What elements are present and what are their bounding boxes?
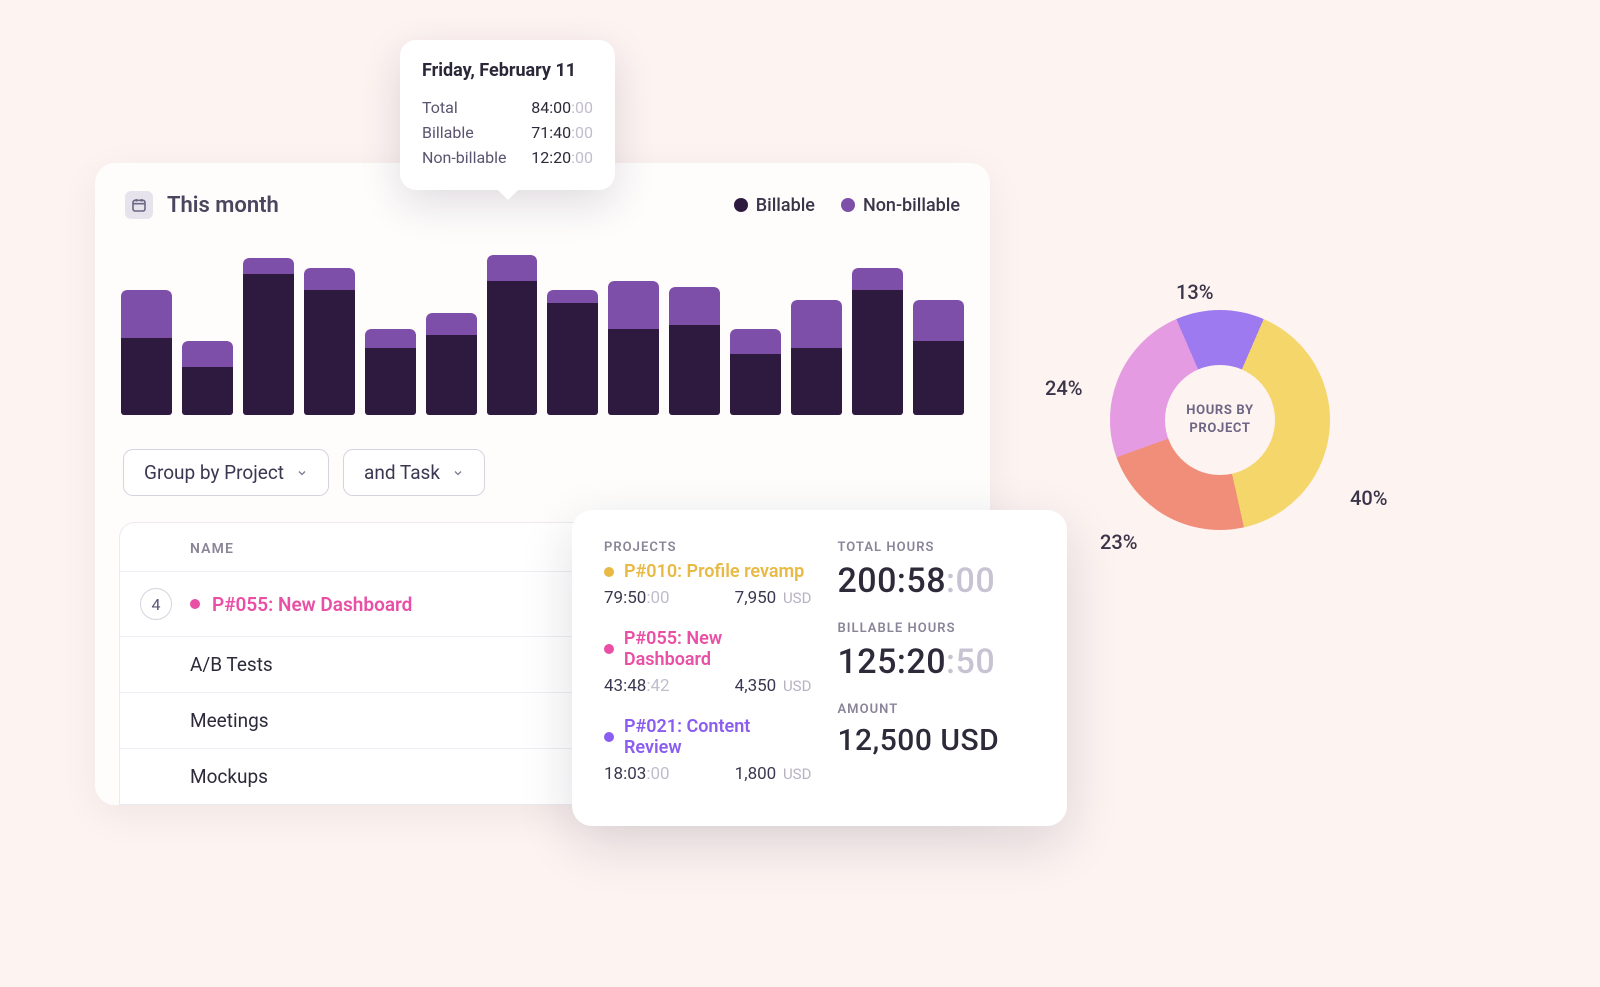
card-header: This month Billable Non-billable (119, 187, 966, 233)
amount-label: AMOUNT (837, 702, 1035, 717)
bar[interactable] (730, 329, 781, 415)
total-hours-value: 200:58:00 (837, 561, 1035, 601)
donut-center-label: HOURS BY PROJECT (1165, 365, 1275, 475)
legend-nonbillable: Non-billable (841, 195, 960, 216)
donut-label-24: 24% (1045, 376, 1082, 400)
select-label: Group by Project (144, 461, 284, 484)
donut-label-13: 13% (1176, 280, 1213, 304)
summary-card: PROJECTS P#010: Profile revamp79:50:007,… (572, 510, 1067, 826)
bar-tooltip: Friday, February 11 Total84:00:00Billabl… (400, 40, 615, 190)
bar[interactable] (547, 290, 598, 415)
project-item[interactable]: P#021: Content Review18:03:001,800 USD (604, 716, 811, 784)
hours-bar-chart (119, 255, 966, 415)
donut-label-40: 40% (1350, 486, 1387, 510)
chevron-down-icon (452, 467, 464, 479)
period-label[interactable]: This month (167, 193, 279, 218)
donut-ring: HOURS BY PROJECT (1110, 310, 1330, 530)
total-hours-label: TOTAL HOURS (837, 540, 1035, 555)
hours-by-project-donut: HOURS BY PROJECT 13% 24% 23% 40% (1060, 290, 1480, 610)
bar[interactable] (243, 258, 294, 415)
calendar-icon (125, 191, 153, 219)
tooltip-row: Billable71:40:00 (422, 120, 593, 145)
bar[interactable] (852, 268, 903, 415)
legend-dot-nonbillable (841, 198, 855, 212)
project-item[interactable]: P#010: Profile revamp79:50:007,950 USD (604, 561, 811, 608)
bar[interactable] (791, 300, 842, 415)
tooltip-row: Non-billable12:20:00 (422, 145, 593, 170)
filter-row: Group by Project and Task (119, 449, 966, 496)
bar[interactable] (365, 329, 416, 415)
and-task-select[interactable]: and Task (343, 449, 485, 496)
bar[interactable] (182, 341, 233, 415)
chevron-down-icon (296, 467, 308, 479)
donut-label-23: 23% (1100, 530, 1137, 554)
project-dot (604, 644, 614, 654)
chart-legend: Billable Non-billable (734, 195, 960, 216)
project-item[interactable]: P#055: New Dashboard43:48:424,350 USD (604, 628, 811, 696)
legend-label: Billable (756, 195, 815, 216)
bar[interactable] (487, 255, 538, 415)
rank-badge: 4 (140, 588, 172, 620)
bar[interactable] (913, 300, 964, 415)
bar[interactable] (426, 313, 477, 415)
bar[interactable] (669, 287, 720, 415)
tooltip-title: Friday, February 11 (422, 60, 593, 81)
legend-billable: Billable (734, 195, 815, 216)
billable-hours-value: 125:20:50 (837, 642, 1035, 682)
amount-value: 12,500 USD (837, 723, 1035, 758)
bar[interactable] (121, 290, 172, 415)
project-dot (604, 732, 614, 742)
projects-label: PROJECTS (604, 540, 811, 555)
legend-dot-billable (734, 198, 748, 212)
legend-label: Non-billable (863, 195, 960, 216)
billable-hours-label: BILLABLE HOURS (837, 621, 1035, 636)
select-label: and Task (364, 461, 440, 484)
bar[interactable] (608, 281, 659, 415)
tooltip-row: Total84:00:00 (422, 95, 593, 120)
project-dot (604, 567, 614, 577)
group-by-select[interactable]: Group by Project (123, 449, 329, 496)
bar[interactable] (304, 268, 355, 415)
